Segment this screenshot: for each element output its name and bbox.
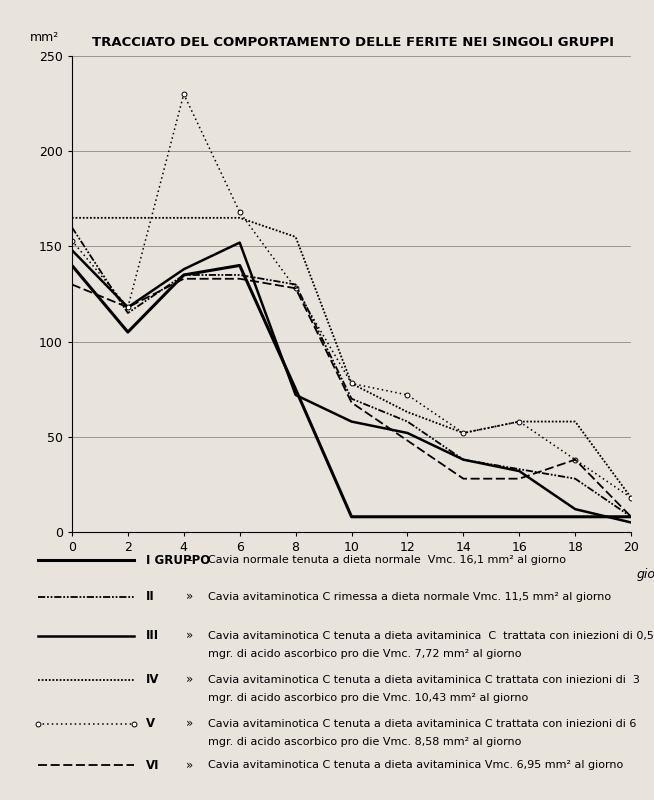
- Text: Cavia avitaminotica C tenuta a dieta avitaminica C trattata con iniezioni di  3: Cavia avitaminotica C tenuta a dieta avi…: [207, 674, 640, 685]
- Text: V: V: [146, 717, 155, 730]
- Text: Cavia avitaminotica C rimessa a dieta normale Vmc. 11,5 mm² al giorno: Cavia avitaminotica C rimessa a dieta no…: [207, 592, 611, 602]
- Text: giorni: giorni: [637, 568, 654, 581]
- Text: Cavia avitaminotica C tenuta a dieta avitaminica C trattata con iniezioni di 6: Cavia avitaminotica C tenuta a dieta avi…: [207, 718, 636, 729]
- Text: »: »: [186, 717, 193, 730]
- Text: Cavia avitaminotica C tenuta a dieta avitaminica  C  trattata con iniezioni di 0: Cavia avitaminotica C tenuta a dieta avi…: [207, 631, 653, 641]
- Text: IV: IV: [146, 674, 160, 686]
- Text: »: »: [186, 674, 193, 686]
- Text: III: III: [146, 630, 159, 642]
- Text: mgr. di acido ascorbico pro die Vmc. 10,43 mm² al giorno: mgr. di acido ascorbico pro die Vmc. 10,…: [207, 693, 528, 703]
- Text: mm²: mm²: [30, 31, 60, 44]
- Text: Cavia avitaminotica C tenuta a dieta avitaminica Vmc. 6,95 mm² al giorno: Cavia avitaminotica C tenuta a dieta avi…: [207, 760, 623, 770]
- Text: »: »: [186, 590, 193, 603]
- Text: »: »: [186, 630, 193, 642]
- Text: mgr. di acido ascorbico pro die Vmc. 8,58 mm² al giorno: mgr. di acido ascorbico pro die Vmc. 8,5…: [207, 737, 521, 747]
- Text: mgr. di acido ascorbico pro die Vmc. 7,72 mm² al giorno: mgr. di acido ascorbico pro die Vmc. 7,7…: [207, 649, 521, 659]
- Text: I GRUPPO: I GRUPPO: [146, 554, 211, 566]
- Text: –: –: [186, 554, 192, 566]
- Text: »: »: [186, 758, 193, 772]
- Text: II: II: [146, 590, 155, 603]
- Text: TRACCIATO DEL COMPORTAMENTO DELLE FERITE NEI SINGOLI GRUPPI: TRACCIATO DEL COMPORTAMENTO DELLE FERITE…: [92, 36, 614, 49]
- Text: Cavia normale tenuta a dieta normale  Vmc. 16,1 mm² al giorno: Cavia normale tenuta a dieta normale Vmc…: [207, 555, 566, 565]
- Text: VI: VI: [146, 758, 160, 772]
